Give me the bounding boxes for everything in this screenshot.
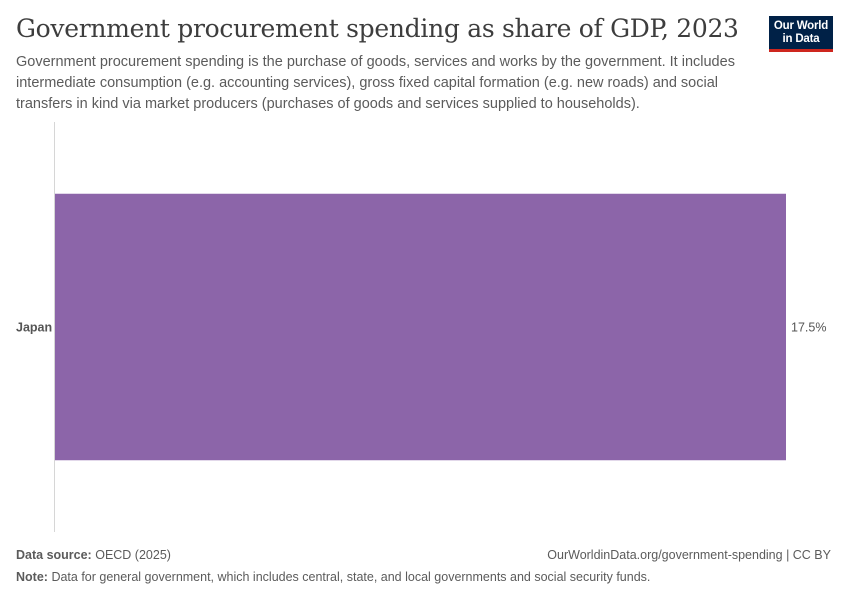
bars-group: Japan 17.5% <box>16 193 826 461</box>
category-label: Japan <box>16 321 52 335</box>
owid-logo[interactable]: Our World in Data <box>769 16 833 52</box>
note-label: Note: <box>16 570 48 584</box>
data-source: Data source: OECD (2025) <box>16 548 171 562</box>
source-url[interactable]: OurWorldinData.org/government-spending |… <box>547 548 831 562</box>
value-label: 17.5% <box>791 321 826 335</box>
chart-subtitle: Government procurement spending is the p… <box>16 54 735 112</box>
bar-japan[interactable] <box>55 193 786 461</box>
note-text: Data for general government, which inclu… <box>51 570 651 584</box>
logo-line-2: in Data <box>782 33 820 45</box>
data-source-value[interactable]: OECD (2025) <box>95 548 171 562</box>
chart-note: Note: Data for general government, which… <box>16 570 650 584</box>
data-source-label: Data source: <box>16 548 92 562</box>
logo-line-1: Our World <box>773 20 829 32</box>
chart-title: Government procurement spending as share… <box>16 14 739 43</box>
